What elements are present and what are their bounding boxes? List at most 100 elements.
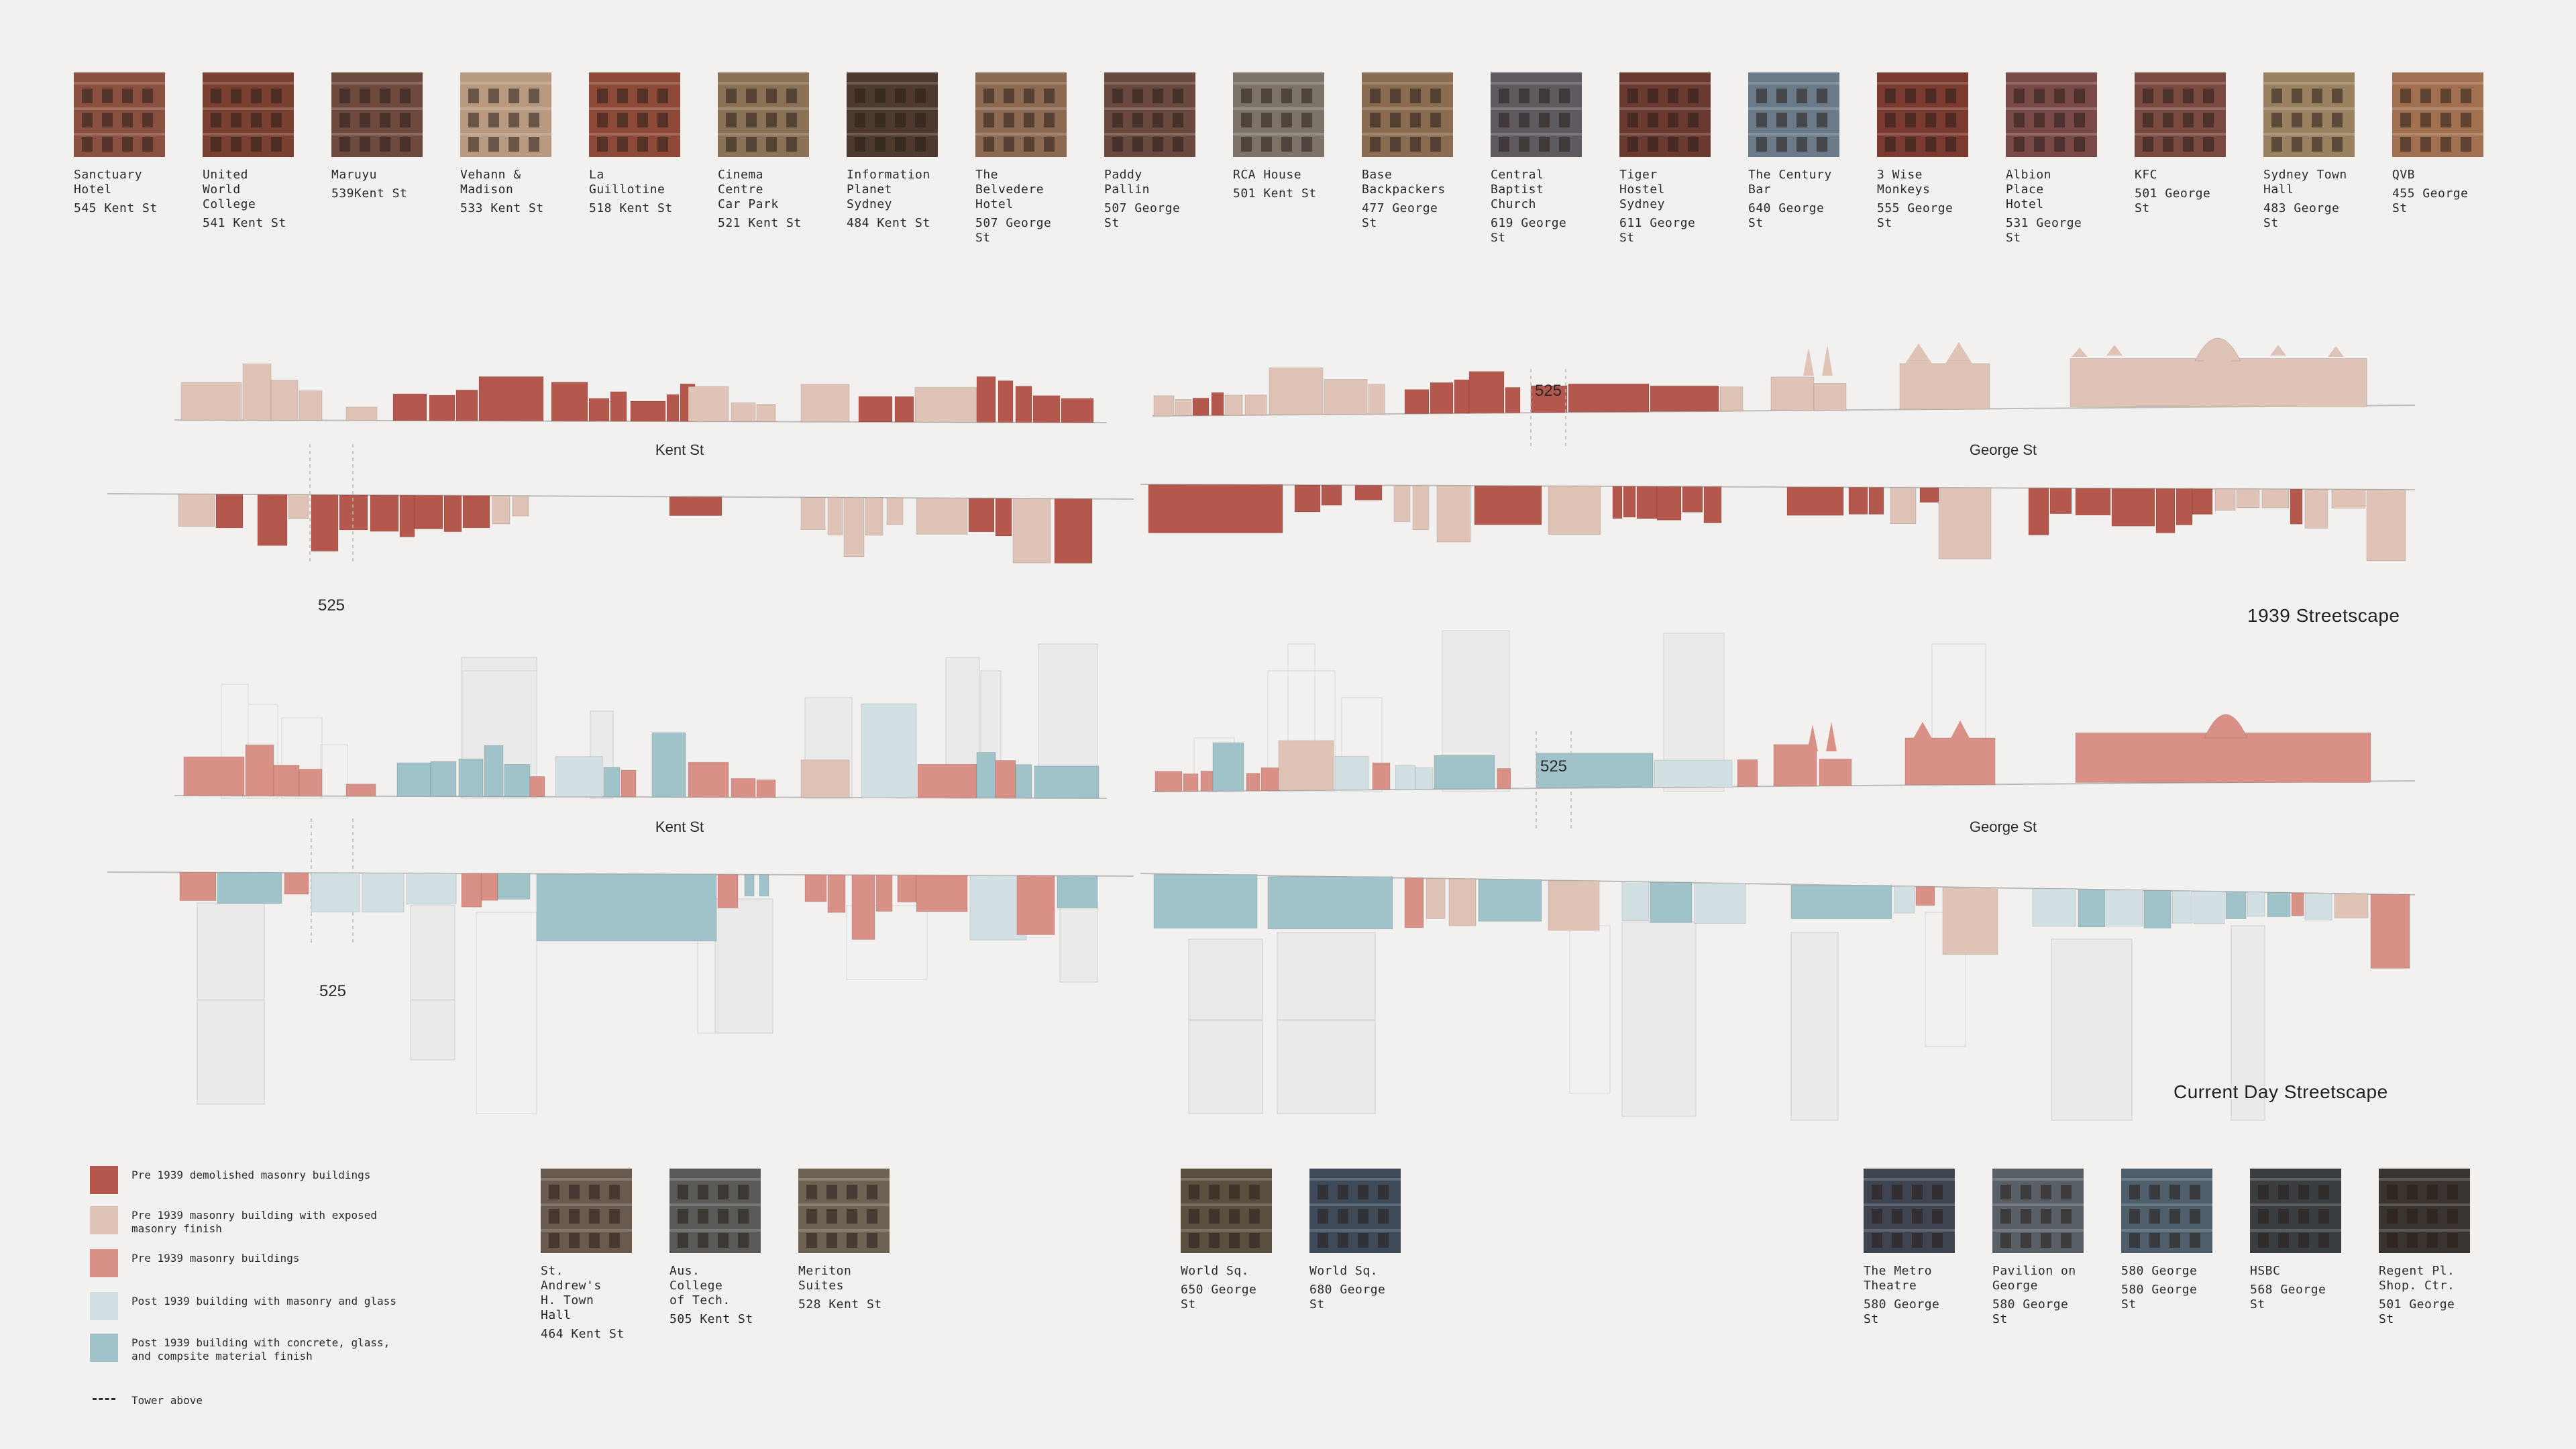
building-block: [861, 703, 917, 798]
ghost-tower: [410, 905, 455, 1061]
building-photo: [1104, 72, 1195, 157]
building-thumb: Aus. College of Tech. 505 Kent St: [669, 1169, 761, 1327]
building-block: [1505, 386, 1521, 413]
marker-525: 525: [318, 596, 345, 614]
building-block: [886, 497, 904, 525]
building-photo: [669, 1169, 761, 1253]
legend-label: Tower above: [131, 1394, 203, 1407]
building-photo: [798, 1169, 890, 1253]
building-block: [1012, 498, 1051, 564]
building-photo: [2135, 72, 2226, 157]
tower-outline: [1341, 697, 1383, 792]
building-block: [2176, 488, 2193, 526]
building-block: [1915, 886, 1935, 906]
building-block: [2111, 488, 2155, 527]
building-block: [800, 384, 850, 423]
building-name: Sanctuary Hotel: [74, 168, 143, 197]
building-block: [1334, 755, 1369, 790]
building-block: [245, 744, 274, 796]
building-block: [1183, 773, 1199, 792]
building-block: [370, 494, 399, 532]
building-block: [396, 762, 431, 797]
building-block: [345, 407, 378, 421]
building-block: [179, 872, 217, 902]
building-block: [273, 764, 300, 796]
roof-ornament: [1807, 722, 1837, 751]
building-name: Central Baptist Church: [1491, 168, 1544, 211]
building-block: [1654, 759, 1733, 788]
building-address: 580 George St: [2121, 1283, 2198, 1311]
building-block: [339, 494, 368, 531]
building-block: [2032, 888, 2076, 927]
building-block: [759, 874, 769, 897]
building-block: [731, 402, 756, 422]
tower-outline: [1569, 925, 1611, 1094]
building-photo: [1748, 72, 1839, 157]
building-block: [1786, 486, 1844, 516]
building-thumb: Sanctuary Hotel 545 Kent St: [74, 72, 165, 216]
building-address: 501 George St: [2379, 1297, 2455, 1326]
building-name: Aus. College of Tech.: [669, 1264, 731, 1307]
building-address: 640 George St: [1748, 201, 1825, 230]
building-name: Meriton Suites: [798, 1264, 852, 1293]
building-block: [484, 745, 504, 797]
building-thumb: Paddy Pallin 507 George St: [1104, 72, 1195, 231]
building-block: [1192, 397, 1210, 416]
building-block: [894, 396, 914, 423]
building-thumb: Information Planet Sydney 484 Kent St: [847, 72, 938, 231]
building-block: [1548, 880, 1600, 931]
building-block: [2075, 732, 2371, 783]
building-name: 580 George: [2121, 1264, 2198, 1278]
building-address: 533 Kent St: [460, 201, 544, 215]
ghost-tower: [1790, 932, 1839, 1121]
building-block: [688, 386, 729, 422]
legend-label: Pre 1939 masonry buildings: [131, 1252, 300, 1265]
building-block: [875, 875, 893, 912]
building-address: 680 George St: [1309, 1283, 1386, 1311]
building-block: [311, 872, 360, 912]
building-block: [215, 494, 244, 529]
building-block: [1368, 384, 1385, 415]
building-block: [1412, 485, 1430, 531]
building-thumb: The Century Bar 640 George St: [1748, 72, 1839, 231]
building-photo: [1864, 1169, 1955, 1253]
building-thumb: Central Baptist Church 619 George St: [1491, 72, 1582, 246]
building-block: [1153, 395, 1175, 417]
building-address: 531 George St: [2006, 216, 2082, 245]
building-block: [1548, 486, 1601, 535]
building-thumb: The Belvedere Hotel 507 George St: [975, 72, 1067, 246]
building-thumb: Albion Place Hotel 531 George St: [2006, 72, 2097, 246]
legend-label: Pre 1939 masonry building with exposed m…: [131, 1209, 378, 1235]
building-block: [392, 393, 427, 421]
building-photo: [847, 72, 938, 157]
building-block: [1434, 755, 1495, 790]
legend-swatch: [90, 1292, 118, 1320]
building-name: Base Backpackers: [1362, 168, 1446, 197]
building-block: [1415, 767, 1434, 790]
building-photo: [1362, 72, 1453, 157]
building-thumb: HSBC 568 George St: [2250, 1169, 2341, 1312]
building-address: 580 George St: [1864, 1297, 1940, 1326]
building-block: [588, 398, 610, 422]
building-block: [666, 394, 680, 422]
building-block: [1497, 768, 1511, 790]
tower-outline: [281, 717, 323, 799]
building-block: [1770, 376, 1815, 411]
building-block: [1868, 487, 1884, 515]
ghost-tower: [1277, 932, 1376, 1114]
building-block: [916, 498, 968, 535]
building-name: St. Andrew's H. Town Hall: [541, 1264, 602, 1322]
building-block: [2290, 488, 2303, 525]
building-block: [2192, 488, 2213, 515]
building-block: [1430, 382, 1454, 414]
building-thumb: Maruyu 539Kent St: [331, 72, 423, 201]
building-address: 555 George St: [1877, 201, 1953, 230]
building-block: [2366, 489, 2406, 561]
building-block: [551, 382, 588, 422]
building-name: La Guillotine: [589, 168, 665, 197]
building-block: [1260, 767, 1281, 792]
tower-outline: [1442, 630, 1510, 792]
building-name: World Sq.: [1181, 1264, 1250, 1278]
street-label-george: George St: [1970, 818, 2037, 835]
building-block: [851, 874, 875, 940]
